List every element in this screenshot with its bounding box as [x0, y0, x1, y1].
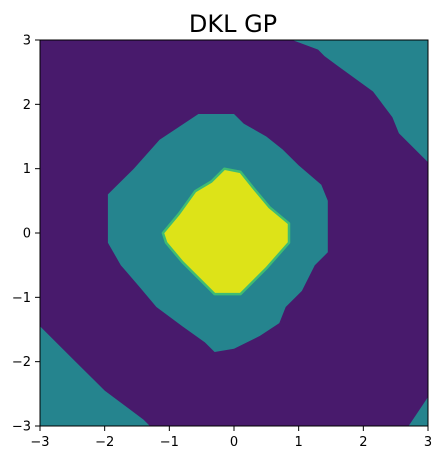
- contour-region-mid-1: [40, 326, 150, 426]
- x-tick-label: 1: [295, 435, 303, 450]
- x-tick-label: 2: [359, 435, 367, 450]
- plot-area: [39, 39, 429, 427]
- y-tick-label: 2: [23, 98, 31, 113]
- x-tick-label: 0: [230, 435, 238, 450]
- chart-title: DKL GP: [189, 10, 277, 38]
- y-tick-label: 3: [23, 34, 31, 49]
- contour-regions: [40, 40, 428, 426]
- x-tick-label: −3: [30, 435, 49, 450]
- contour-region-mid-0: [292, 40, 428, 163]
- y-axis: −3 −2 −1 0 1 2 3: [12, 34, 40, 435]
- y-tick-label: −1: [12, 291, 31, 306]
- x-tick-label: −2: [95, 435, 114, 450]
- x-tick-label: 3: [424, 435, 432, 450]
- contour-region-mid-2: [408, 397, 428, 426]
- y-tick-label: −2: [12, 355, 31, 370]
- y-tick-label: 0: [23, 227, 31, 242]
- contour-region-high-4: [161, 167, 291, 296]
- y-tick-label: 1: [23, 162, 31, 177]
- y-tick-label: −3: [12, 420, 31, 435]
- x-tick-label: −1: [160, 435, 179, 450]
- x-axis: −3 −2 −1 0 1 2 3: [30, 426, 432, 450]
